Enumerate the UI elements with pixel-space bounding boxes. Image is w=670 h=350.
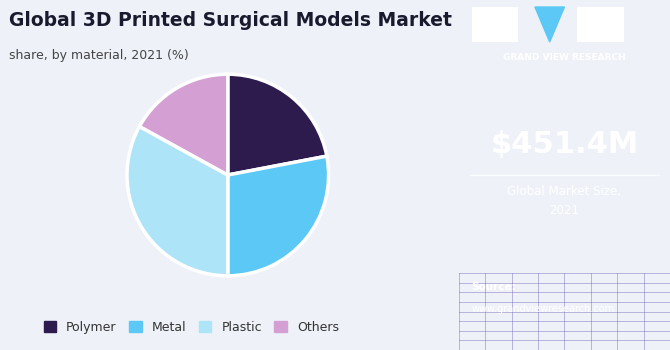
- Text: share, by material, 2021 (%): share, by material, 2021 (%): [9, 49, 189, 62]
- Wedge shape: [127, 126, 228, 276]
- FancyBboxPatch shape: [577, 7, 624, 42]
- Polygon shape: [535, 7, 564, 42]
- Wedge shape: [228, 156, 328, 276]
- Text: Global 3D Printed Surgical Models Market: Global 3D Printed Surgical Models Market: [9, 10, 452, 29]
- Legend: Polymer, Metal, Plastic, Others: Polymer, Metal, Plastic, Others: [38, 315, 345, 340]
- Text: $451.4M: $451.4M: [490, 130, 639, 159]
- Text: Source:: Source:: [472, 282, 517, 292]
- Wedge shape: [228, 74, 327, 175]
- FancyBboxPatch shape: [472, 7, 518, 42]
- Text: www.grandviewresearch.com: www.grandviewresearch.com: [472, 304, 615, 314]
- Wedge shape: [139, 74, 228, 175]
- Text: GRAND VIEW RESEARCH: GRAND VIEW RESEARCH: [503, 52, 626, 62]
- Text: Global Market Size,
2021: Global Market Size, 2021: [507, 186, 622, 217]
